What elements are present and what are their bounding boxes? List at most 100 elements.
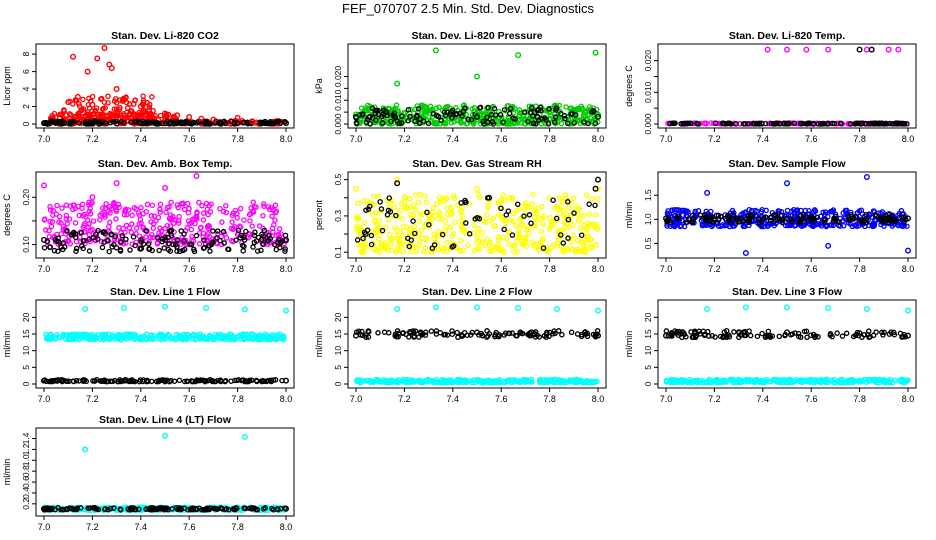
data-point [854, 329, 861, 336]
data-point [450, 243, 457, 249]
data-point [885, 46, 892, 53]
data-point [750, 120, 757, 127]
data-point [250, 209, 257, 215]
data-point [518, 330, 524, 336]
data-point [504, 378, 511, 385]
data-point [468, 116, 475, 123]
data-point [146, 111, 153, 117]
data-point [84, 68, 91, 75]
data-point [369, 105, 376, 111]
data-point [126, 207, 132, 213]
data-point [556, 195, 562, 201]
data-point [199, 203, 205, 209]
data-point [78, 107, 85, 114]
data-point [492, 112, 499, 118]
data-point [458, 207, 465, 214]
point-layer [353, 47, 602, 127]
data-point [413, 113, 420, 120]
data-point [143, 506, 149, 512]
data-point [248, 205, 254, 211]
data-point [588, 236, 595, 243]
data-point [176, 213, 182, 220]
data-point [475, 225, 481, 232]
data-point [202, 378, 208, 385]
data-point [556, 236, 562, 242]
data-point [405, 117, 411, 124]
data-point [512, 116, 518, 122]
data-point [78, 229, 85, 236]
x-tick-label: 7.8 [231, 134, 244, 144]
data-point [820, 120, 826, 127]
data-point [546, 106, 552, 112]
y-axis-label: kPa [314, 78, 324, 94]
data-point [399, 216, 406, 222]
data-point [209, 378, 216, 385]
data-point [742, 209, 748, 216]
data-point [514, 201, 521, 208]
data-point [704, 221, 710, 227]
data-point [538, 121, 545, 127]
data-point [561, 219, 568, 226]
data-point [899, 379, 906, 385]
y-tick-label: 0.5 [333, 173, 343, 185]
data-point [595, 111, 602, 118]
data-point [820, 209, 826, 216]
y-tick-label: 0.2 [21, 498, 31, 510]
data-point [283, 307, 290, 314]
data-point [521, 213, 527, 219]
data-point [495, 237, 502, 243]
data-point [99, 244, 106, 251]
data-point [664, 210, 671, 217]
data-point [753, 121, 760, 127]
data-point [75, 110, 82, 117]
data-point [178, 506, 185, 512]
data-point [416, 238, 423, 245]
data-point [140, 241, 147, 247]
data-point [580, 119, 587, 125]
data-point [234, 215, 240, 221]
data-point [153, 378, 160, 385]
data-point [794, 207, 801, 213]
data-point [244, 378, 250, 385]
x-tick-label: 7.0 [660, 264, 673, 274]
data-point [535, 117, 542, 123]
data-point [88, 201, 94, 207]
data-point [840, 223, 847, 229]
data-point [217, 205, 223, 212]
data-point [138, 237, 144, 243]
data-point [262, 331, 269, 337]
x-tick-label: 7.6 [183, 394, 196, 404]
chart-title: Stan. Dev. Sample Flow [728, 158, 846, 170]
data-point [505, 208, 512, 214]
data-point [58, 231, 64, 237]
x-tick-label: 7.6 [805, 394, 818, 404]
data-point [512, 223, 519, 229]
data-point [397, 208, 403, 214]
data-point [595, 307, 602, 314]
data-point [451, 195, 458, 202]
data-point [260, 241, 266, 248]
x-tick-label: 7.8 [543, 394, 556, 404]
data-point [109, 244, 115, 250]
data-point [708, 208, 714, 215]
data-point [667, 379, 673, 386]
data-point [197, 230, 203, 236]
data-point [76, 120, 82, 126]
data-point [394, 180, 401, 187]
data-point [234, 505, 240, 512]
data-point [444, 239, 450, 246]
data-point [459, 227, 466, 234]
data-point [595, 332, 602, 339]
x-tick-label: 7.8 [231, 264, 244, 274]
data-point [474, 234, 481, 241]
data-point [578, 232, 585, 238]
data-point [219, 219, 225, 225]
data-point [59, 205, 65, 211]
data-point [536, 216, 543, 222]
data-point [534, 113, 541, 120]
x-tick-label: 7.2 [86, 264, 99, 274]
data-point [55, 239, 62, 245]
data-point [282, 248, 288, 254]
data-point [378, 208, 384, 215]
